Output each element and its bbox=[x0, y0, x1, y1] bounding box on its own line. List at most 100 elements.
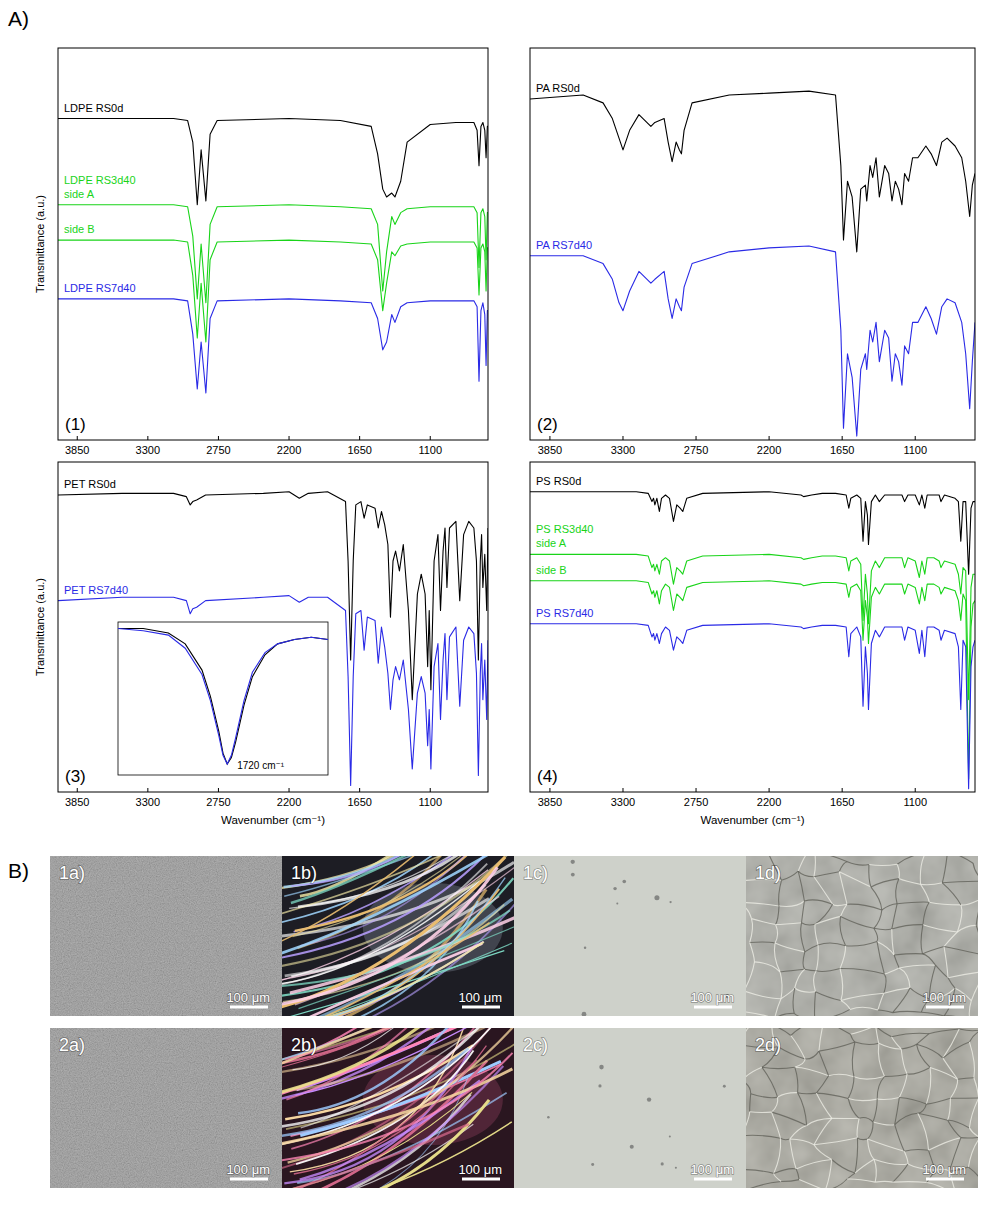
cell-edge bbox=[815, 1009, 850, 1016]
cell-edge bbox=[943, 1058, 958, 1079]
tick-mark bbox=[147, 436, 148, 440]
cell-edge bbox=[814, 1118, 832, 1144]
spectrum-line bbox=[58, 596, 488, 786]
cell-edge bbox=[781, 1180, 799, 1182]
cell-edge bbox=[897, 856, 925, 864]
speck bbox=[591, 1163, 594, 1166]
cell-edge bbox=[803, 952, 805, 969]
cell-edge bbox=[917, 1044, 931, 1067]
cell-edge bbox=[839, 872, 847, 905]
series-label: PA RS7d40 bbox=[536, 239, 592, 251]
cell-edge bbox=[850, 1007, 878, 1010]
cell-edge bbox=[848, 1099, 859, 1119]
cell-edge bbox=[948, 978, 955, 989]
cell-edge bbox=[874, 910, 882, 928]
cell-edge bbox=[957, 925, 976, 932]
cell-edge bbox=[746, 1028, 751, 1044]
series-group-label: LDPE RS3d40 bbox=[64, 174, 136, 186]
cell-edge bbox=[746, 1182, 781, 1189]
cell-edge bbox=[814, 877, 833, 905]
cell-edge bbox=[841, 916, 874, 928]
cell-edge bbox=[885, 1074, 908, 1077]
series-group bbox=[530, 91, 975, 436]
cell-edge bbox=[958, 1078, 974, 1080]
scale-bar bbox=[230, 1006, 268, 1009]
fibre bbox=[293, 942, 484, 1017]
cell-edge bbox=[775, 943, 805, 952]
fibre bbox=[285, 885, 486, 976]
speck bbox=[669, 1136, 671, 1138]
scale-label: 100 μm bbox=[690, 990, 734, 1005]
cell-edge bbox=[746, 962, 755, 991]
micrograph-labels: 2c)100 μm bbox=[523, 1035, 734, 1179]
plot-frame bbox=[58, 48, 488, 440]
scale-label: 100 μm bbox=[226, 990, 270, 1005]
scale-bar bbox=[694, 1178, 732, 1181]
cell-edge bbox=[893, 1011, 922, 1012]
micrograph-label: 1d) bbox=[755, 863, 781, 883]
tick-mark bbox=[842, 788, 843, 792]
tick-label: 2750 bbox=[684, 796, 708, 808]
cell-edge bbox=[814, 856, 816, 877]
cell-edge bbox=[976, 898, 978, 925]
cell-edge bbox=[779, 880, 782, 906]
cell-edge bbox=[815, 916, 841, 924]
cell-edge bbox=[896, 879, 899, 904]
cell-edge bbox=[969, 1028, 978, 1042]
cell-edge bbox=[762, 1067, 795, 1068]
series-label: side B bbox=[536, 564, 567, 576]
cell-edge bbox=[918, 1104, 927, 1113]
spectrum-line bbox=[530, 246, 975, 436]
cell-edge bbox=[893, 1164, 908, 1182]
series-group bbox=[58, 119, 488, 393]
cell-edge bbox=[779, 901, 804, 906]
scale-bar bbox=[694, 1006, 732, 1009]
series-label: side B bbox=[64, 223, 95, 235]
cell-edge bbox=[816, 1093, 848, 1098]
cell-edge bbox=[876, 1028, 892, 1037]
scale-bar bbox=[462, 1178, 500, 1181]
micrograph bbox=[746, 1028, 978, 1188]
inset-line bbox=[118, 629, 328, 765]
cell-edge bbox=[775, 1013, 795, 1016]
speck bbox=[571, 873, 575, 877]
panel-label: B) bbox=[8, 859, 29, 882]
micrograph-texture bbox=[746, 1028, 978, 1188]
spectrum-line bbox=[530, 91, 975, 252]
cell-edge bbox=[899, 879, 921, 885]
cell-edge bbox=[855, 1159, 874, 1173]
series-group bbox=[58, 492, 488, 786]
cell-edge bbox=[750, 1111, 772, 1113]
cell-edge bbox=[973, 863, 978, 881]
cell-edge bbox=[878, 1010, 893, 1013]
tick-mark bbox=[915, 436, 916, 440]
cell-edge bbox=[799, 1180, 825, 1188]
inset-line bbox=[118, 629, 328, 765]
cell-edge bbox=[877, 1077, 884, 1100]
tick-mark bbox=[359, 788, 360, 792]
cell-edge bbox=[882, 904, 897, 910]
cell-edge bbox=[804, 900, 832, 904]
cell-edge bbox=[876, 1028, 879, 1043]
micrograph-texture bbox=[50, 856, 282, 1016]
cell-edge bbox=[790, 1139, 796, 1169]
tick-label: 3850 bbox=[538, 444, 562, 456]
fibre bbox=[282, 856, 513, 959]
tick-mark bbox=[430, 436, 431, 440]
cell-edge bbox=[877, 1098, 899, 1100]
cell-edge bbox=[950, 1097, 978, 1098]
inset: 1720 cm⁻¹ bbox=[118, 622, 328, 775]
cell-edge bbox=[942, 856, 947, 883]
cell-edge bbox=[871, 887, 882, 910]
cell-edge bbox=[850, 1034, 855, 1042]
cell-edge bbox=[929, 1138, 961, 1151]
tick-mark bbox=[147, 788, 148, 792]
cell-edge bbox=[814, 971, 817, 992]
cell-edge bbox=[868, 1122, 874, 1139]
cell-edge bbox=[781, 1138, 790, 1139]
cell-edge bbox=[746, 991, 781, 999]
cell-edge bbox=[944, 947, 948, 978]
cell-edge bbox=[918, 1113, 948, 1120]
cell-edge bbox=[848, 1077, 854, 1099]
cell-edge bbox=[746, 1112, 750, 1136]
